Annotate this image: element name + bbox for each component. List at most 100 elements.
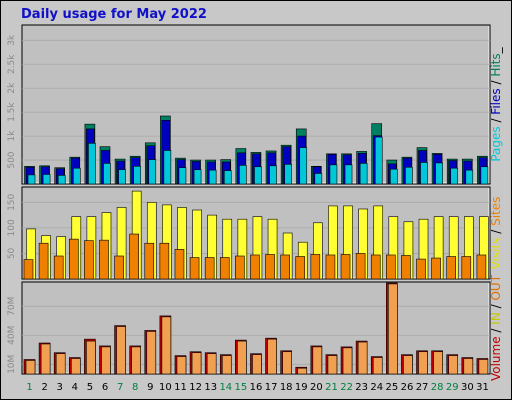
sites-bar	[159, 242, 170, 280]
sites-bar	[84, 240, 94, 280]
pages-bar	[72, 167, 81, 185]
sites-bar	[23, 259, 34, 280]
sites-bar	[144, 242, 155, 280]
y-tick-label: 50	[7, 247, 17, 259]
legend-entry: /	[489, 301, 503, 313]
pages-bar	[254, 166, 262, 185]
day-label: 11	[174, 382, 187, 393]
out-bar	[357, 341, 368, 375]
day-label: 19	[295, 382, 308, 393]
sites-bar	[38, 242, 49, 280]
day-label: 5	[87, 382, 93, 393]
day-label: 14	[219, 382, 232, 393]
pages-bar	[390, 168, 398, 185]
legend-volume: Volume / IN / OUT	[489, 274, 503, 381]
day-label: 6	[102, 382, 108, 393]
pages-bar	[118, 169, 126, 185]
legend-entry: /	[489, 115, 503, 127]
pages-bar	[57, 175, 66, 185]
legend-entry: /	[489, 226, 503, 238]
out-bar	[478, 359, 489, 375]
legend-entry: Volume	[489, 336, 503, 381]
out-bar	[252, 354, 262, 375]
day-label: 17	[265, 382, 278, 393]
sites-bar	[265, 254, 275, 280]
out-bar	[25, 360, 36, 375]
out-bar	[161, 316, 172, 375]
pages-bar	[42, 174, 51, 185]
legend-entry: OUT	[489, 274, 503, 300]
out-bar	[221, 355, 232, 375]
legend-entry: Hits	[489, 53, 503, 76]
sites-bar	[416, 258, 426, 280]
sites-bar	[99, 239, 109, 280]
y-tick-label: 2k	[7, 82, 17, 94]
legend-visits: Visits / Sites	[489, 197, 503, 270]
day-label: 22	[340, 382, 353, 393]
day-label: 31	[476, 382, 489, 393]
day-label: 4	[72, 382, 78, 393]
y-tick-label: 1k	[7, 130, 17, 142]
sites-bar	[461, 256, 472, 280]
pages-bar	[314, 173, 323, 185]
day-label: 23	[355, 382, 368, 393]
sites-bar	[431, 257, 441, 280]
out-bar	[403, 355, 413, 375]
sites-bar	[446, 256, 457, 280]
pages-bar	[269, 165, 277, 185]
pages-bar	[103, 163, 111, 185]
out-bar	[101, 346, 111, 375]
pages-bar	[405, 166, 413, 185]
day-label: 20	[310, 382, 323, 393]
pages-bar	[344, 164, 353, 185]
sites-bar	[295, 256, 306, 280]
out-bar	[433, 351, 443, 375]
pages-bar	[299, 147, 308, 185]
day-label: 13	[204, 382, 217, 393]
day-label: 7	[117, 382, 123, 393]
sites-bar	[174, 249, 185, 280]
sites-bar	[476, 254, 487, 280]
sites-bar	[189, 257, 200, 280]
out-bar	[388, 283, 398, 375]
sites-bar	[250, 254, 260, 280]
day-label: 16	[250, 382, 263, 393]
sites-bar	[310, 254, 321, 280]
pages-bar	[480, 166, 489, 185]
day-label: 30	[461, 382, 474, 393]
legend-entry: /	[489, 325, 503, 337]
day-label: 12	[189, 382, 202, 393]
sites-bar	[370, 254, 381, 280]
sites-bar	[325, 254, 336, 280]
out-bar	[267, 338, 277, 375]
sites-bar	[129, 233, 139, 280]
pages-bar	[450, 167, 459, 185]
y-tick-label: 100	[7, 219, 17, 236]
sites-bar	[53, 255, 64, 280]
out-bar	[297, 367, 308, 375]
sites-bar	[355, 253, 366, 280]
sites-bar	[340, 254, 351, 280]
day-label: 27	[416, 382, 429, 393]
legend-hits: Pages / Files / Hits_	[489, 46, 503, 161]
pages-bar	[27, 174, 36, 185]
out-bar	[327, 355, 338, 375]
day-label: 8	[132, 382, 138, 393]
pages-bar	[465, 169, 474, 185]
pages-bar	[329, 164, 338, 185]
pages-bar	[435, 162, 443, 185]
out-bar	[86, 340, 96, 375]
y-tick-label: 10M	[7, 355, 17, 374]
pages-bar	[163, 150, 172, 185]
out-bar	[282, 351, 292, 375]
sites-bar	[114, 255, 124, 280]
out-bar	[312, 346, 323, 375]
chart-title: Daily usage for May 2022	[21, 7, 207, 22]
day-label: 9	[147, 382, 153, 393]
y-tick-label: 150	[7, 193, 17, 210]
pages-bar	[374, 136, 383, 185]
out-bar	[206, 353, 217, 375]
y-tick-label: 500	[7, 151, 17, 168]
out-bar	[463, 358, 474, 375]
